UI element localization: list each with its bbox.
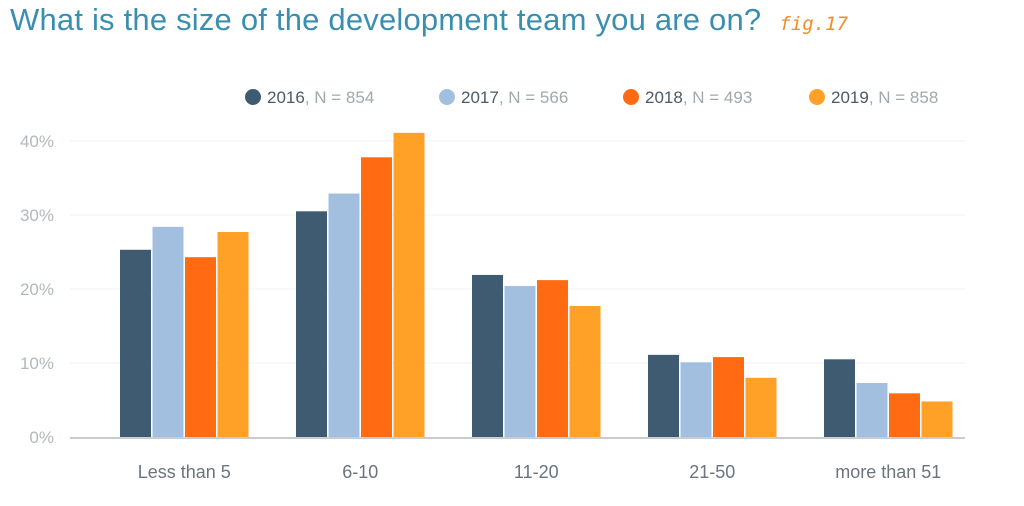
- bar-2019: [393, 132, 425, 438]
- bar-2018: [889, 393, 920, 437]
- bar-2016: [648, 354, 679, 437]
- legend: 2016, N = 854 2017, N = 566 2018, N = 493 2…: [245, 88, 938, 107]
- legend-dot: [439, 89, 455, 105]
- bar-2018: [361, 157, 392, 437]
- legend-item-2019: 2019, N = 858: [809, 88, 938, 107]
- figure-label: fig.17: [779, 13, 849, 35]
- bar-2019: [217, 232, 249, 437]
- chart-header: What is the size of the development team…: [10, 2, 848, 54]
- x-category-label: more than 51: [835, 462, 941, 482]
- legend-sample-size: , N = 566: [499, 88, 568, 107]
- legend-dot: [809, 89, 825, 105]
- bars: [120, 132, 953, 438]
- legend-dot: [623, 89, 639, 105]
- bar-2019: [921, 401, 953, 437]
- bar-2016: [120, 249, 151, 437]
- bar-2018: [537, 280, 568, 437]
- x-category-label: 21-50: [689, 462, 735, 482]
- bar-2017: [856, 382, 888, 437]
- legend-dot: [245, 89, 261, 105]
- bar-2018: [185, 257, 216, 437]
- legend-year: 2016: [267, 88, 305, 107]
- legend-item-2017: 2017, N = 566: [439, 88, 568, 107]
- y-axis-ticks: 0% 10% 20% 30% 40%: [20, 132, 54, 447]
- bar-2019: [745, 377, 777, 437]
- bar-2019: [569, 306, 601, 437]
- legend-sample-size: , N = 858: [869, 88, 938, 107]
- bar-2016: [296, 211, 327, 437]
- legend-item-2018: 2018, N = 493: [623, 88, 752, 107]
- bar-2017: [680, 362, 712, 437]
- legend-item-2016: 2016, N = 854: [245, 88, 374, 107]
- legend-label: 2017, N = 566: [461, 88, 568, 107]
- legend-year: 2018: [645, 88, 683, 107]
- x-category-label: 6-10: [342, 462, 378, 482]
- chart-title: What is the size of the development team…: [10, 2, 762, 37]
- legend-year: 2017: [461, 88, 499, 107]
- bar-2018: [713, 357, 744, 437]
- y-tick-label: 40%: [20, 132, 54, 151]
- bar-2017: [152, 226, 184, 437]
- y-tick-label: 10%: [20, 354, 54, 373]
- y-tick-label: 30%: [20, 206, 54, 225]
- legend-sample-size: , N = 854: [305, 88, 374, 107]
- legend-sample-size: , N = 493: [683, 88, 752, 107]
- y-tick-label: 20%: [20, 280, 54, 299]
- bar-2017: [504, 286, 536, 437]
- y-tick-label: 0%: [29, 428, 54, 447]
- x-category-label: Less than 5: [138, 462, 231, 482]
- bar-2017: [328, 193, 360, 437]
- legend-label: 2019, N = 858: [831, 88, 938, 107]
- x-axis: Less than 5 6-10 11-20 21-50 more than 51: [70, 437, 965, 482]
- legend-label: 2016, N = 854: [267, 88, 374, 107]
- bar-2016: [472, 274, 503, 437]
- legend-year: 2019: [831, 88, 869, 107]
- x-category-label: 11-20: [514, 462, 559, 482]
- bar-2016: [824, 359, 855, 437]
- legend-label: 2018, N = 493: [645, 88, 752, 107]
